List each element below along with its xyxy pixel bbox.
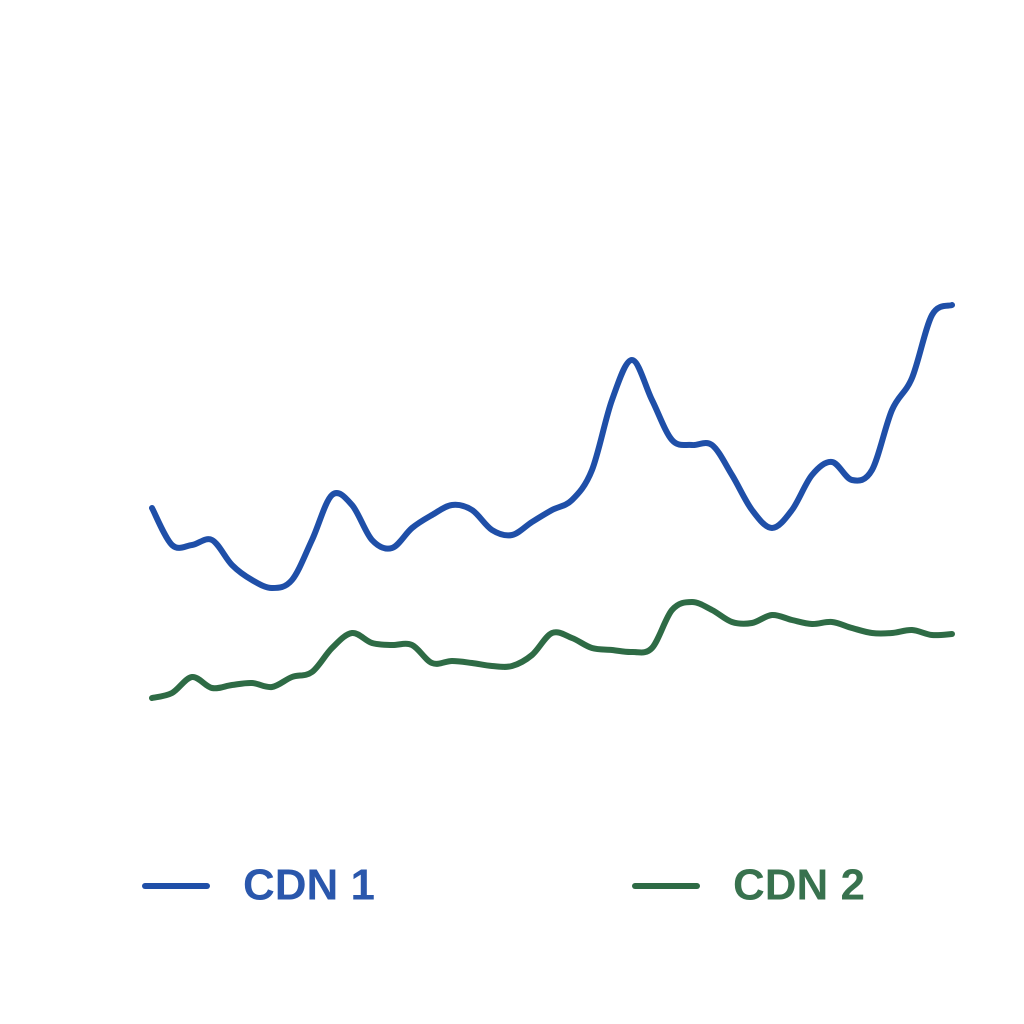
series-line bbox=[149, 599, 955, 701]
legend-label: CDN 1 bbox=[243, 861, 375, 910]
series-line bbox=[149, 302, 955, 591]
legend-label: CDN 2 bbox=[733, 861, 865, 910]
